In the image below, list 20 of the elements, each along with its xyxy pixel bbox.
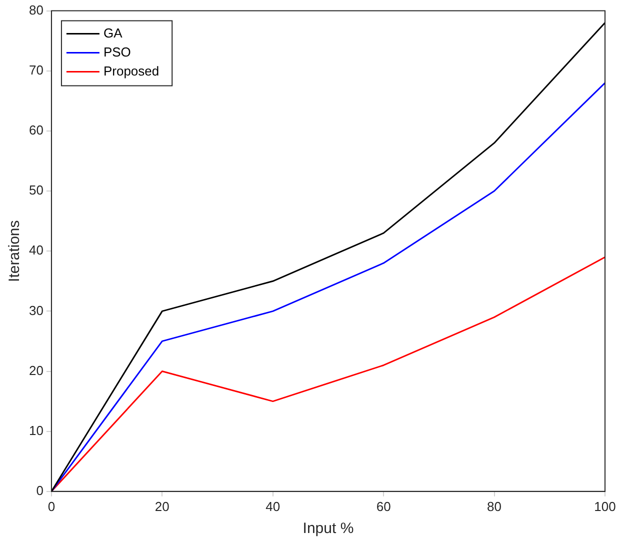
x-tick-label: 100 <box>594 498 616 514</box>
x-tick-label: 20 <box>154 498 170 514</box>
legend-label: PSO <box>103 44 131 60</box>
y-tick-label: 10 <box>28 422 44 438</box>
legend-label: Proposed <box>103 63 160 78</box>
x-tick-label: 40 <box>266 498 280 514</box>
y-tick-label: 50 <box>28 182 44 198</box>
y-tick-label: 70 <box>28 62 44 78</box>
x-tick-label: 80 <box>487 498 502 514</box>
x-tick-label: 60 <box>376 498 391 514</box>
y-tick-label: 20 <box>28 362 44 378</box>
y-axis-title: Iterations <box>6 220 24 282</box>
y-tick-label: 0 <box>36 482 44 498</box>
x-tick-label: 0 <box>48 498 56 514</box>
y-tick-label: 30 <box>28 302 44 318</box>
legend-label: GA <box>103 25 123 40</box>
y-tick-label: 60 <box>28 122 44 138</box>
y-tick-label: 40 <box>28 242 44 258</box>
y-tick-label: 80 <box>28 2 44 18</box>
x-axis-title: Input % <box>302 520 354 538</box>
